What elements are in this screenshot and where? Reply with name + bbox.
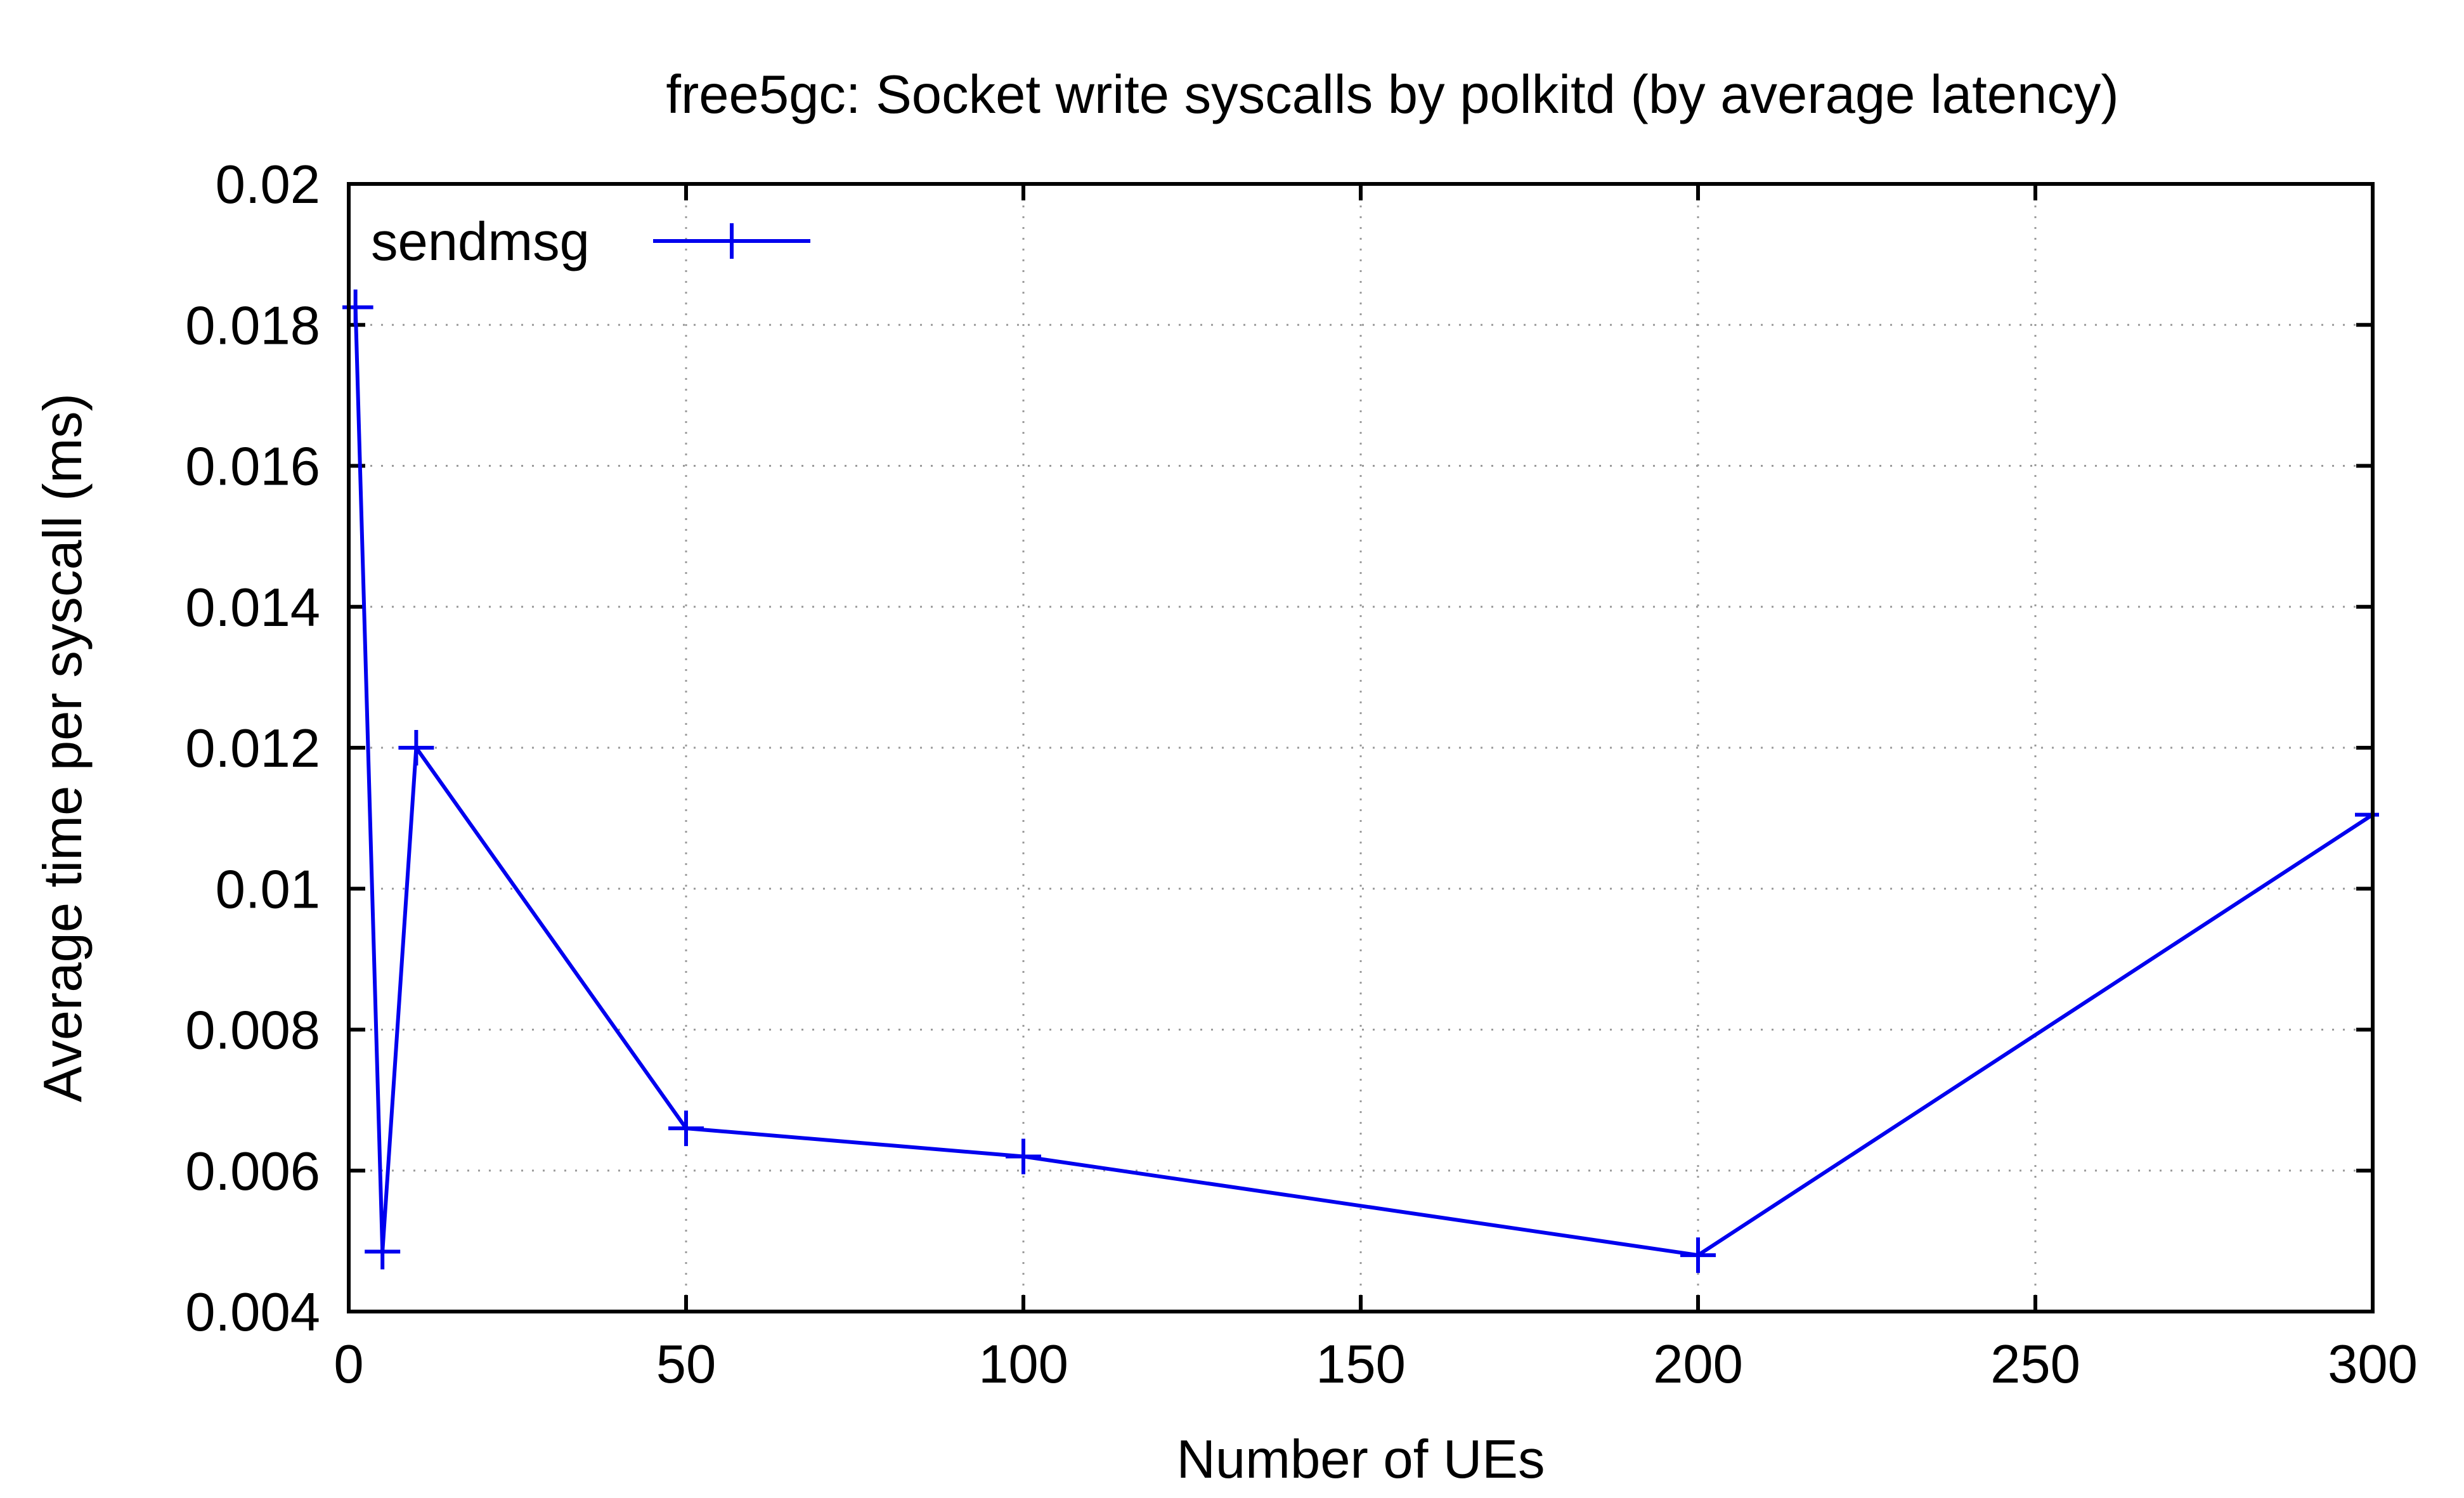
x-tick-label: 0 (334, 1334, 363, 1395)
legend-marker-sendmsg (714, 223, 749, 259)
x-axis-label: Number of UEs (1176, 1430, 1545, 1490)
y-tick-labels: 0.004 0.006 0.008 0.01 0.012 0.014 0.016 0.018 0… (185, 155, 320, 1343)
x-tick-label: 100 (978, 1334, 1068, 1395)
y-axis-label: Average time per syscall (ms) (33, 393, 93, 1102)
x-tick-labels: 0 50 100 150 200 250 300 (334, 1334, 2418, 1395)
x-tick-label: 250 (1990, 1334, 2080, 1395)
series-layer (342, 289, 2379, 1273)
y-tick-label: 0.004 (185, 1282, 320, 1343)
chart-title: free5gc: Socket write syscalls by polkit… (666, 65, 2118, 125)
x-tick-label: 200 (1653, 1334, 1743, 1395)
x-tick-label: 50 (656, 1334, 717, 1395)
data-point-sendmsg (365, 1234, 401, 1270)
data-point-sendmsg (1006, 1138, 1041, 1175)
y-tick-label: 0.014 (185, 578, 320, 638)
legend-label-sendmsg: sendmsg (371, 212, 590, 272)
y-tick-label: 0.018 (185, 296, 320, 356)
legend: sendmsg (371, 212, 810, 272)
x-tick-label: 150 (1316, 1334, 1406, 1395)
y-tick-label: 0.008 (185, 1001, 320, 1061)
x-tick-label: 300 (2328, 1334, 2418, 1395)
y-tick-label: 0.01 (216, 859, 320, 920)
data-point-sendmsg (668, 1110, 704, 1147)
y-tick-label: 0.006 (185, 1142, 320, 1202)
grid (349, 184, 2373, 1312)
y-tick-label: 0.016 (185, 437, 320, 497)
plot-frame (347, 182, 2375, 1313)
y-tick-label: 0.012 (185, 719, 320, 779)
y-tick-label: 0.02 (216, 155, 320, 215)
data-point-sendmsg (1680, 1237, 1716, 1273)
series-line-sendmsg (353, 307, 2374, 1258)
data-point-sendmsg (398, 730, 434, 765)
